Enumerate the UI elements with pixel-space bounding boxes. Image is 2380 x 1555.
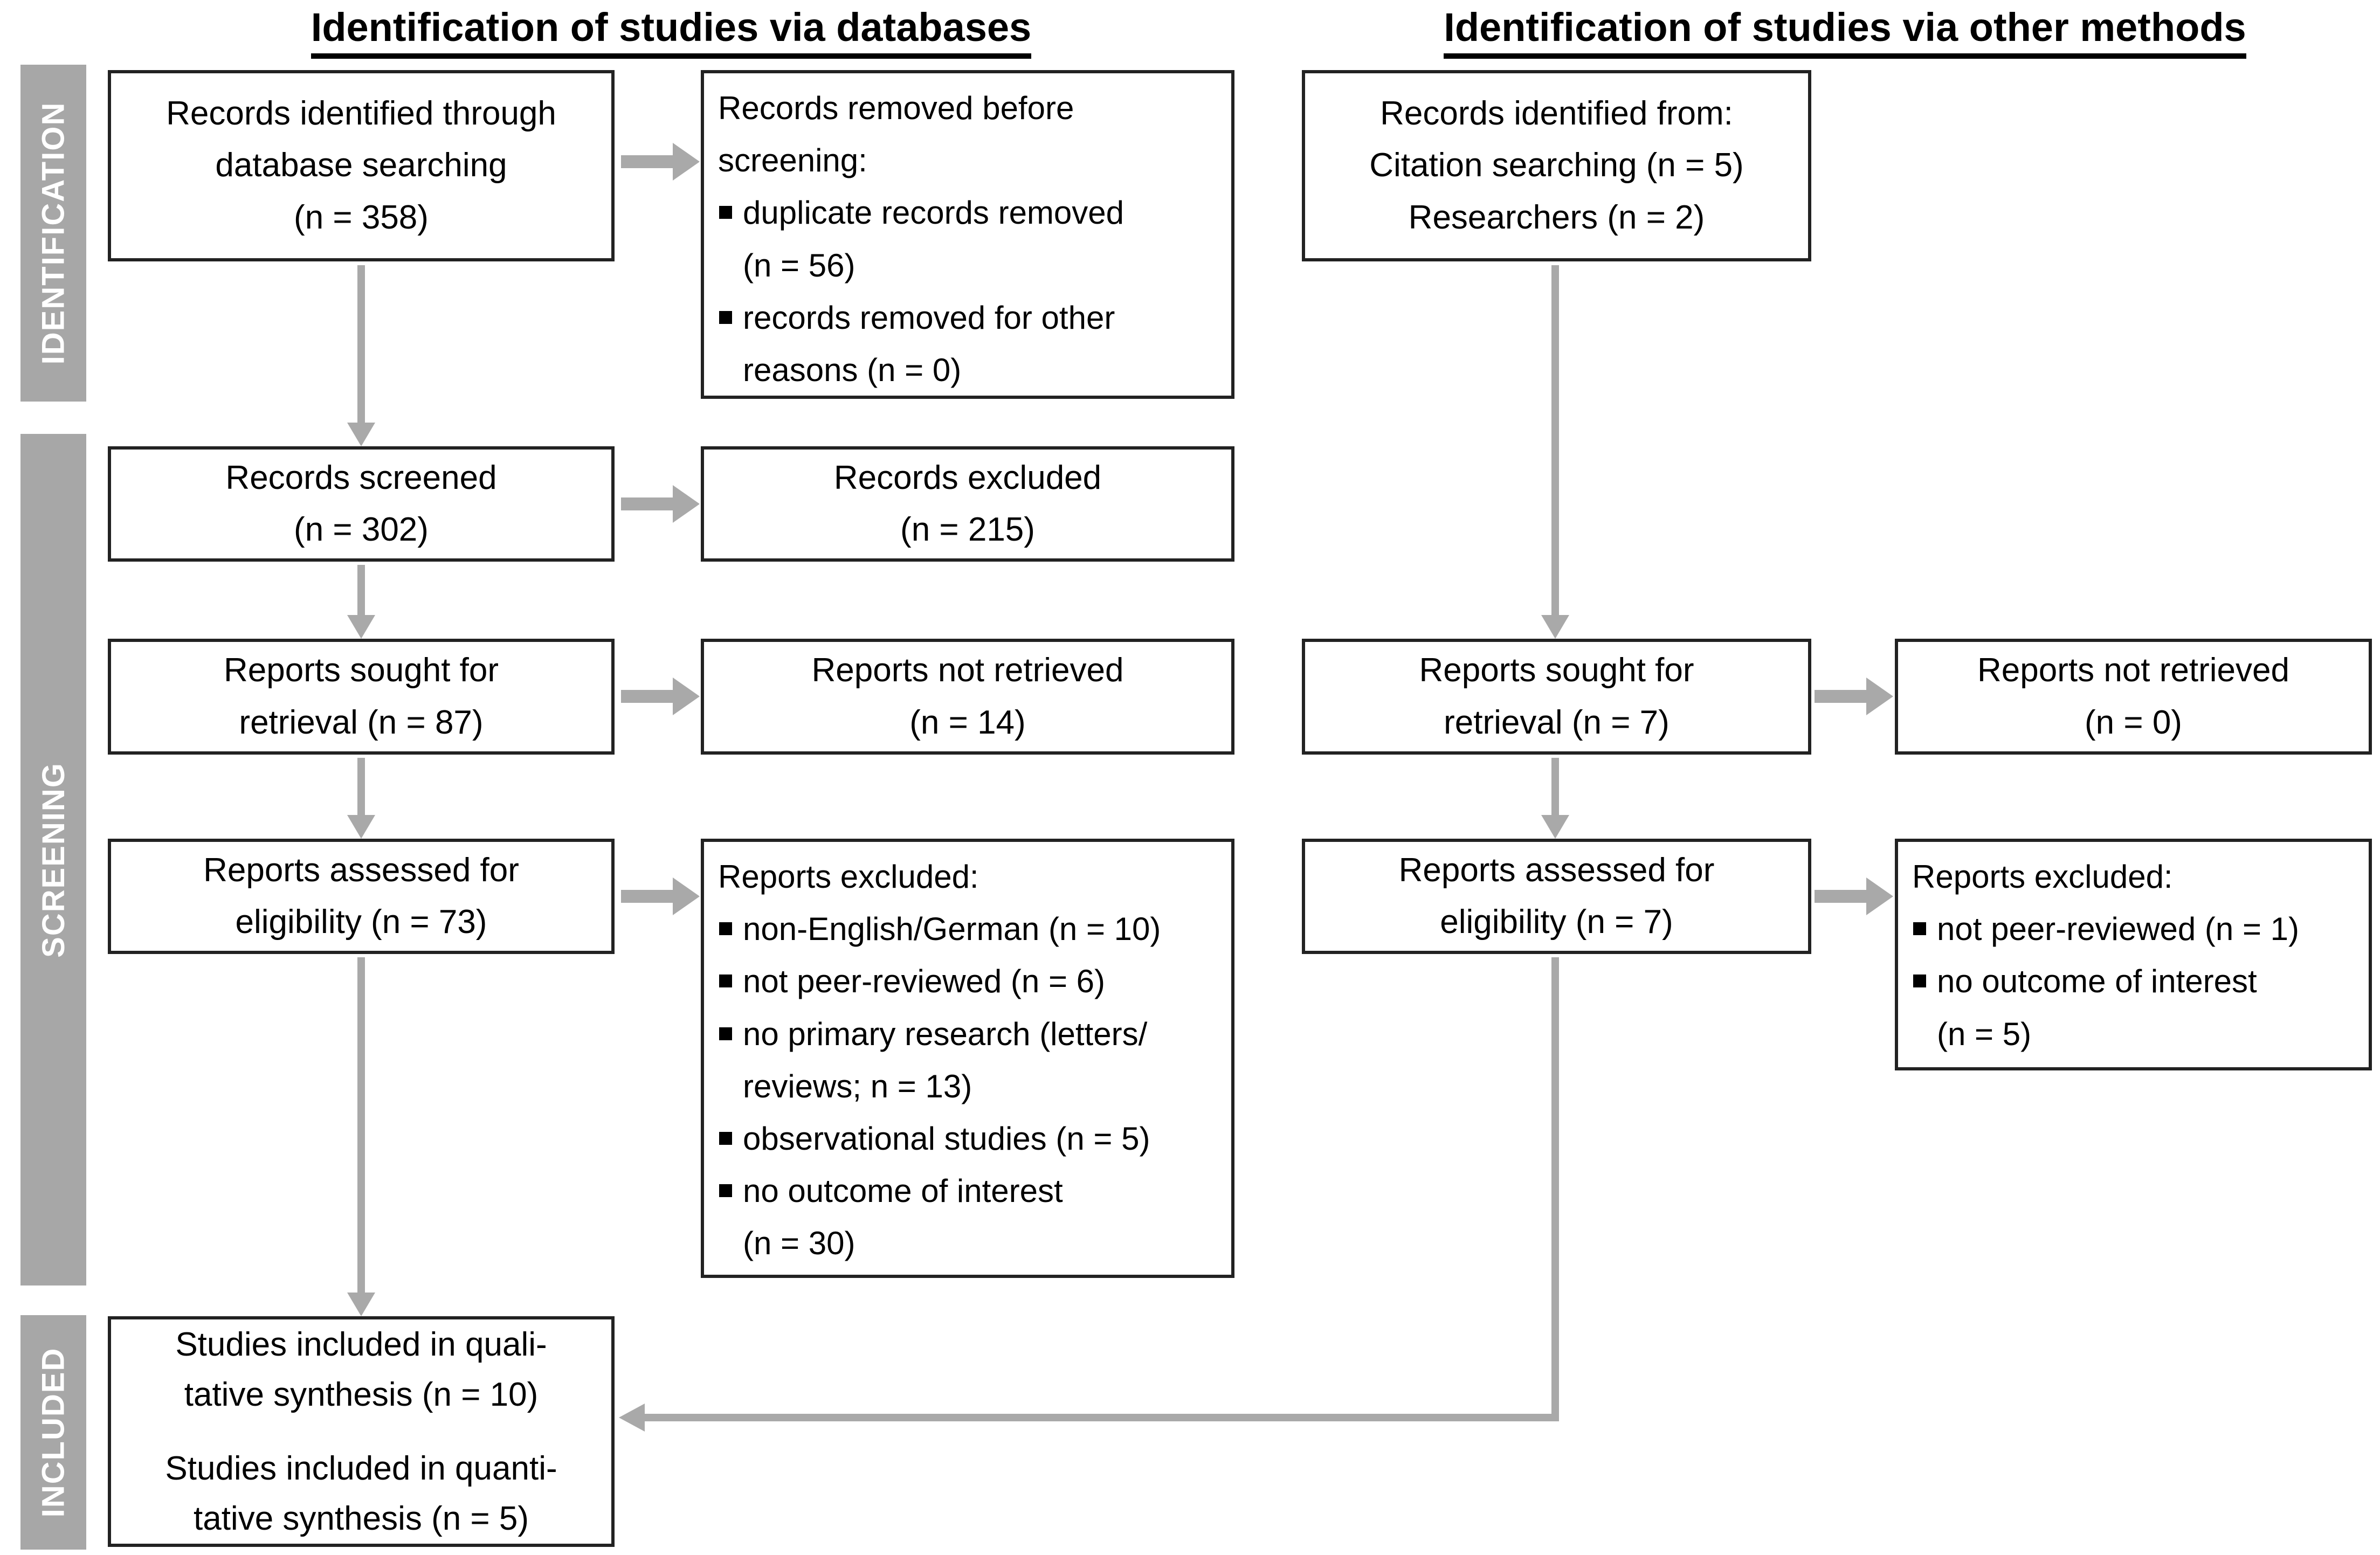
- box-records-excluded-text: Records excluded (n = 215): [833, 459, 1102, 548]
- box-reports-sought-other-text: Reports sought for retrieval (n = 7): [1419, 652, 1694, 741]
- excluded-bullet-observational: observational studies (n = 5): [718, 1112, 1150, 1165]
- arrow-sought-to-assessed-icon: [345, 758, 377, 839]
- arrow-assessed-to-reports-excluded-icon: [621, 877, 700, 915]
- bullet-square-icon: [719, 1027, 732, 1040]
- box-studies-included: Studies included in quali- tative synthe…: [108, 1316, 615, 1547]
- box-reports-not-retrieved-databases: Reports not retrieved (n = 14): [701, 639, 1234, 755]
- box-reports-not-retrieved-databases-text: Reports not retrieved (n = 14): [811, 652, 1124, 741]
- bullet-square-icon: [719, 310, 732, 324]
- elbow-arrow-into-included-icon: [619, 1399, 1559, 1436]
- excluded-bullet-no-outcome: no outcome of interest (n = 30): [718, 1165, 1063, 1269]
- bullet-square-icon: [719, 206, 732, 219]
- phase-band-screening: SCREENING: [20, 434, 86, 1286]
- arrow-assessed-to-included-icon: [345, 957, 377, 1316]
- studies-included-quantitative-text: Studies included in quanti- tative synth…: [165, 1450, 557, 1537]
- box-reports-sought-databases: Reports sought for retrieval (n = 87): [108, 639, 615, 755]
- box-reports-excluded-databases: Reports excluded: non-English/German (n …: [701, 839, 1234, 1278]
- reports-excluded-other-title: Reports excluded:: [1912, 859, 2173, 895]
- bullet-square-icon: [1913, 922, 1926, 936]
- bullet-square-icon: [719, 922, 732, 936]
- column-title-databases-wrap: Identification of studies via databases: [108, 4, 1234, 59]
- elbow-arrow-vertical-segment-icon: [1551, 957, 1559, 1421]
- removed-bullet-duplicates: duplicate records removed (n = 56): [718, 186, 1124, 291]
- excluded-other-bullet-no-outcome: no outcome of interest (n = 5): [1912, 955, 2257, 1060]
- reports-excluded-databases-title: Reports excluded:: [718, 859, 979, 895]
- bullet-square-icon: [1913, 975, 1926, 988]
- box-records-excluded: Records excluded (n = 215): [701, 446, 1234, 562]
- phase-label-identification: IDENTIFICATION: [36, 101, 71, 365]
- column-title-other-methods: Identification of studies via other meth…: [1444, 4, 2246, 59]
- studies-included-qualitative-text: Studies included in quali- tative synthe…: [175, 1326, 547, 1413]
- arrow-other-sought-to-not-retrieved-icon: [1815, 678, 1893, 715]
- box-reports-assessed-other-text: Reports assessed for eligibility (n = 7): [1398, 851, 1715, 941]
- column-title-databases: Identification of studies via databases: [311, 4, 1032, 59]
- box-reports-assessed-other: Reports assessed for eligibility (n = 7): [1302, 839, 1811, 954]
- box-records-screened: Records screened (n = 302): [108, 446, 615, 562]
- box-reports-sought-databases-text: Reports sought for retrieval (n = 87): [223, 652, 499, 741]
- arrow-screened-to-sought-icon: [345, 565, 377, 639]
- box-records-removed-before-screening: Records removed before screening: duplic…: [701, 70, 1234, 399]
- phase-label-included: INCLUDED: [36, 1347, 71, 1518]
- box-reports-excluded-other: Reports excluded: not peer-reviewed (n =…: [1895, 839, 2372, 1070]
- arrow-identified-to-screened-icon: [345, 265, 377, 446]
- bullet-square-icon: [719, 975, 732, 988]
- bullet-square-icon: [719, 1131, 732, 1145]
- arrow-sought-to-not-retrieved-icon: [621, 678, 700, 715]
- box-records-removed-title: Records removed before screening:: [718, 90, 1074, 179]
- box-records-identified-databases: Records identified through database sear…: [108, 70, 615, 261]
- arrow-other-identified-to-sought-icon: [1539, 265, 1571, 639]
- arrow-identified-to-removed-icon: [621, 143, 700, 181]
- removed-bullet-other-reasons: records removed for other reasons (n = 0…: [718, 292, 1115, 396]
- box-records-screened-text: Records screened (n = 302): [225, 459, 497, 548]
- arrow-screened-to-excluded-icon: [621, 485, 700, 523]
- box-reports-assessed-databases-text: Reports assessed for eligibility (n = 73…: [203, 851, 519, 941]
- excluded-bullet-non-english: non-English/German (n = 10): [718, 903, 1161, 955]
- excluded-bullet-no-primary-research: no primary research (letters/ reviews; n…: [718, 1008, 1147, 1112]
- box-records-identified-other: Records identified from: Citation search…: [1302, 70, 1811, 261]
- column-title-other-methods-wrap: Identification of studies via other meth…: [1310, 4, 2380, 59]
- box-records-identified-other-text: Records identified from: Citation search…: [1369, 95, 1744, 236]
- box-records-identified-databases-text: Records identified through database sear…: [166, 95, 556, 236]
- arrow-other-assessed-to-reports-excluded-icon: [1815, 877, 1893, 915]
- box-reports-not-retrieved-other: Reports not retrieved (n = 0): [1895, 639, 2372, 755]
- arrow-other-sought-to-assessed-icon: [1539, 758, 1571, 839]
- excluded-bullet-not-peer-reviewed: not peer-reviewed (n = 6): [718, 955, 1105, 1007]
- bullet-square-icon: [719, 1184, 732, 1198]
- phase-band-identification: IDENTIFICATION: [20, 65, 86, 402]
- phase-band-included: INCLUDED: [20, 1315, 86, 1550]
- phase-label-screening: SCREENING: [36, 762, 71, 958]
- excluded-other-bullet-not-peer-reviewed: not peer-reviewed (n = 1): [1912, 903, 2299, 955]
- box-reports-assessed-databases: Reports assessed for eligibility (n = 73…: [108, 839, 615, 954]
- box-reports-sought-other: Reports sought for retrieval (n = 7): [1302, 639, 1811, 755]
- box-reports-not-retrieved-other-text: Reports not retrieved (n = 0): [1977, 652, 2289, 741]
